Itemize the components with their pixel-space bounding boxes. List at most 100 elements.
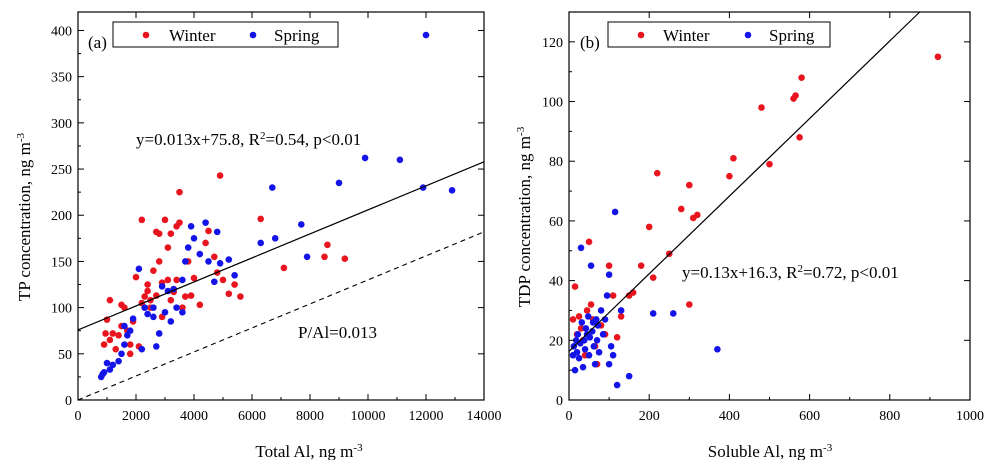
- panel-b-winter-point: [569, 316, 577, 323]
- panel-b-ticks: [568, 11, 971, 401]
- panel-a-winter-point: [150, 267, 157, 274]
- panel-b-spring-point: [579, 363, 587, 371]
- panel-a-spring-point: [150, 313, 157, 321]
- panel-a-label: (a): [88, 33, 107, 52]
- panel-b-winter-point: [583, 307, 591, 314]
- panel-b-legend: Winter Spring: [607, 21, 831, 48]
- panel-a-legend-spring: Spring: [274, 26, 320, 45]
- panel-b-winter-point: [792, 92, 799, 99]
- panel-a-spring-point: [184, 244, 192, 251]
- panel-b-xtick-label: 0: [566, 409, 573, 424]
- panel-a-winter-point: [190, 274, 198, 282]
- panel-a-spring-point: [103, 359, 111, 367]
- panel-a-winter-point: [176, 219, 183, 226]
- panel-b-spring-point: [585, 351, 593, 359]
- panel-a-winter-point: [155, 258, 163, 265]
- panel-b-spring-point: [607, 342, 615, 350]
- panel-a-spring-point: [100, 368, 108, 376]
- panel-a-ytick-label: 300: [51, 117, 72, 132]
- panel-b-equation-tail: =0.72, p<0.01: [803, 263, 899, 282]
- panel-a-winter-point: [182, 293, 189, 300]
- panel-a-winter-point: [211, 253, 218, 261]
- panel-a-ytick-label: 0: [65, 394, 72, 409]
- panel-b-winter-point: [605, 262, 613, 269]
- panel-a-equation-sup: 2: [260, 130, 266, 142]
- panel-b-spring-point: [593, 337, 601, 344]
- panel-a-spring-point: [167, 318, 175, 325]
- panel-b-spring-point: [603, 292, 611, 299]
- panel-a-winter-point: [202, 239, 209, 247]
- panel-b-winter-point: [571, 283, 579, 290]
- panel-a-spring-point: [141, 304, 148, 311]
- panel-b-spring-point: [587, 262, 595, 269]
- panel-a-winter-point: [121, 304, 128, 311]
- panel-a-winter-point: [280, 264, 288, 272]
- panel-a-spring-point: [129, 315, 137, 323]
- panel-b-legend-spring: Spring: [769, 26, 815, 45]
- panel-b-label: (b): [580, 33, 600, 52]
- panel-b-spring-point: [577, 244, 585, 252]
- panel-a-winter-point: [132, 273, 140, 281]
- panel-a-xtick-label: 0: [75, 409, 82, 424]
- panel-b-ytick-label: 100: [542, 96, 563, 111]
- panel-b-xtick-label: 600: [799, 409, 820, 424]
- panel-a-spring-point: [335, 179, 343, 187]
- panel-b-spring-point: [582, 325, 590, 332]
- panel-a-winter-point: [205, 227, 212, 235]
- panel-b-spring-point: [669, 310, 677, 317]
- panel-b-fit-line: [568, 11, 921, 352]
- panel-b-winter-point: [798, 74, 805, 81]
- panel-b-winter-point: [677, 205, 685, 213]
- panel-a-spring-point: [121, 322, 128, 330]
- panel-a-spring-point: [213, 228, 221, 236]
- panel-a-spring-point: [153, 343, 160, 350]
- panel-b-legend-marker-winter: [637, 31, 645, 39]
- panel-a-spring-point: [138, 345, 146, 353]
- panel-b-winter-point: [637, 262, 645, 269]
- panel-a-legend-marker-winter: [142, 31, 150, 39]
- panel-a-ticks: [77, 12, 485, 401]
- panel-b-ylabel: TDP concentration, ng m-3: [515, 126, 534, 307]
- panel-a-ylabel-sup: -3: [15, 132, 27, 142]
- panel-a-spring-point: [190, 235, 198, 242]
- panel-a-ylabel: TP concentration, ng m-3: [15, 132, 34, 301]
- panel-b-xtick-label: 800: [879, 409, 900, 424]
- panel-b-winter-point: [577, 325, 585, 332]
- panel-a-winter-point: [144, 287, 151, 295]
- panel-a-ytick-label: 200: [51, 209, 72, 224]
- panel-a-ytick-label: 150: [51, 255, 72, 270]
- panel-a-winter-point: [161, 216, 169, 224]
- panel-a-legend: Winter Spring: [112, 21, 339, 48]
- panel-a-spring-point: [422, 31, 430, 39]
- panel-a-winter-point: [237, 293, 244, 300]
- panel-b-winter-point: [686, 301, 693, 308]
- panel-b-xlabel-main: Soluble Al, ng m: [708, 442, 823, 460]
- panel-b: 0 200 400 600 800 1000 0 20 40 60 80 100 120 (b) Win…: [515, 11, 984, 460]
- panel-a-winter-point: [231, 281, 238, 288]
- panel-a-ytick-label: 250: [51, 163, 72, 178]
- panel-b-winter-point: [649, 274, 657, 281]
- panel-b-spring-point: [571, 366, 579, 374]
- panel-b-winter-point: [585, 238, 593, 246]
- panel-b-xtick-label: 1000: [956, 409, 984, 424]
- panel-b-spring-point: [580, 337, 588, 344]
- panel-a-spring-point: [205, 258, 212, 265]
- panel-a-spring-point: [126, 327, 134, 335]
- panel-a-xtick-label: 12000: [409, 409, 444, 424]
- panel-a-frame: [77, 11, 485, 401]
- panel-a-xlabel: Total Al, ng m-3: [255, 442, 363, 460]
- panel-a-equation-tail: =0.54, p<0.01: [266, 130, 362, 149]
- panel-b-spring-point: [617, 307, 625, 314]
- panel-a-spring-point: [396, 156, 404, 164]
- panel-a-winter-point: [126, 341, 134, 348]
- panel-a-legend-marker-spring: [249, 31, 257, 39]
- panel-a-spring-point: [231, 271, 238, 279]
- panel-b-spring-point: [575, 354, 583, 362]
- panel-b-spring-point: [611, 208, 619, 216]
- panel-b-ylabel-sup: -3: [515, 126, 527, 136]
- panel-a-spring-point: [179, 308, 186, 316]
- panel-a-spring-point: [257, 239, 265, 247]
- panel-a-spring-point: [216, 259, 224, 267]
- panel-b-winter-point: [730, 154, 737, 162]
